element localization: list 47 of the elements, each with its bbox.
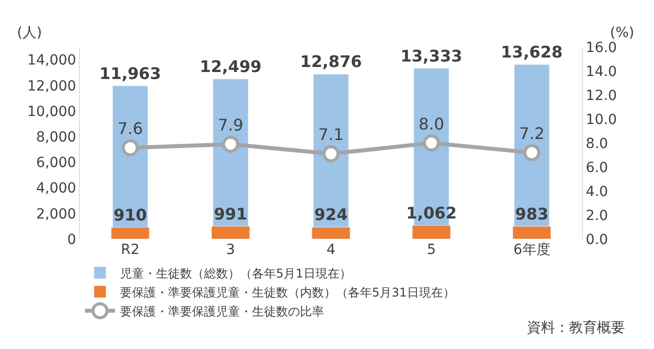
x-tick-label: 6年度 <box>513 242 550 258</box>
point <box>222 136 240 153</box>
data-label: 12,499 <box>200 57 262 76</box>
y2-tick-label: 12.0 <box>586 88 617 104</box>
point <box>422 134 440 152</box>
y2-tick-label: 16.0 <box>586 40 617 56</box>
data-label: 983 <box>515 204 549 224</box>
y2-tick-label: 4.0 <box>586 184 608 200</box>
x-tick-label: 3 <box>226 242 236 258</box>
legend-label: 要保護・準要保護児童・生徒数（内数）（各年5月31日現在） <box>120 285 455 300</box>
data-label: 8.0 <box>418 114 444 134</box>
y-tick-label: 4,000 <box>36 180 76 197</box>
legend-label: 児童・生徒数（総数）（各年5月1日現在） <box>120 266 352 280</box>
data-label: 12,876 <box>300 52 362 72</box>
data-label: 7.1 <box>318 125 344 144</box>
data-label: 13,333 <box>400 46 462 66</box>
x-tick-label: 5 <box>426 242 436 258</box>
y-tick-label: 14,000 <box>27 52 76 69</box>
point <box>523 144 540 162</box>
y-tick-label: 10,000 <box>27 104 76 120</box>
y2-tick-label: 10.0 <box>586 112 617 128</box>
y2-tick-label: 2.0 <box>586 208 608 224</box>
data-label: 7.6 <box>117 119 143 138</box>
text: 資料：教育概要 <box>527 319 625 336</box>
legend-label: 要保護・準要保護児童・生徒数の比率 <box>120 304 324 318</box>
y2-tick-label: 6.0 <box>586 160 608 176</box>
y-axis-title: (人) <box>17 25 42 41</box>
y2-tick-label: 14.0 <box>586 64 617 80</box>
y-tick-label: 6,000 <box>36 155 76 172</box>
data-label: 13,628 <box>500 42 563 62</box>
y2-tick-label: 0.0 <box>586 232 608 248</box>
data-label: 910 <box>113 205 147 224</box>
data-label: 7.2 <box>519 124 545 143</box>
y2-tick-label: 8.0 <box>586 136 608 152</box>
y-tick-label: 8,000 <box>36 130 76 146</box>
data-label: 991 <box>214 204 248 224</box>
data-label: 11,963 <box>99 64 162 83</box>
x-tick-label: 4 <box>326 242 336 258</box>
point <box>122 139 139 156</box>
y-tick-label: 0 <box>67 232 76 248</box>
data-label: 7.9 <box>218 115 244 134</box>
x-tick-label: R2 <box>120 242 140 258</box>
y-tick-label: 12,000 <box>27 78 76 94</box>
point <box>322 145 340 162</box>
y-tick-label: 2,000 <box>36 206 76 222</box>
y2-axis-title: (%) <box>610 25 634 41</box>
data-label: 924 <box>314 205 348 224</box>
